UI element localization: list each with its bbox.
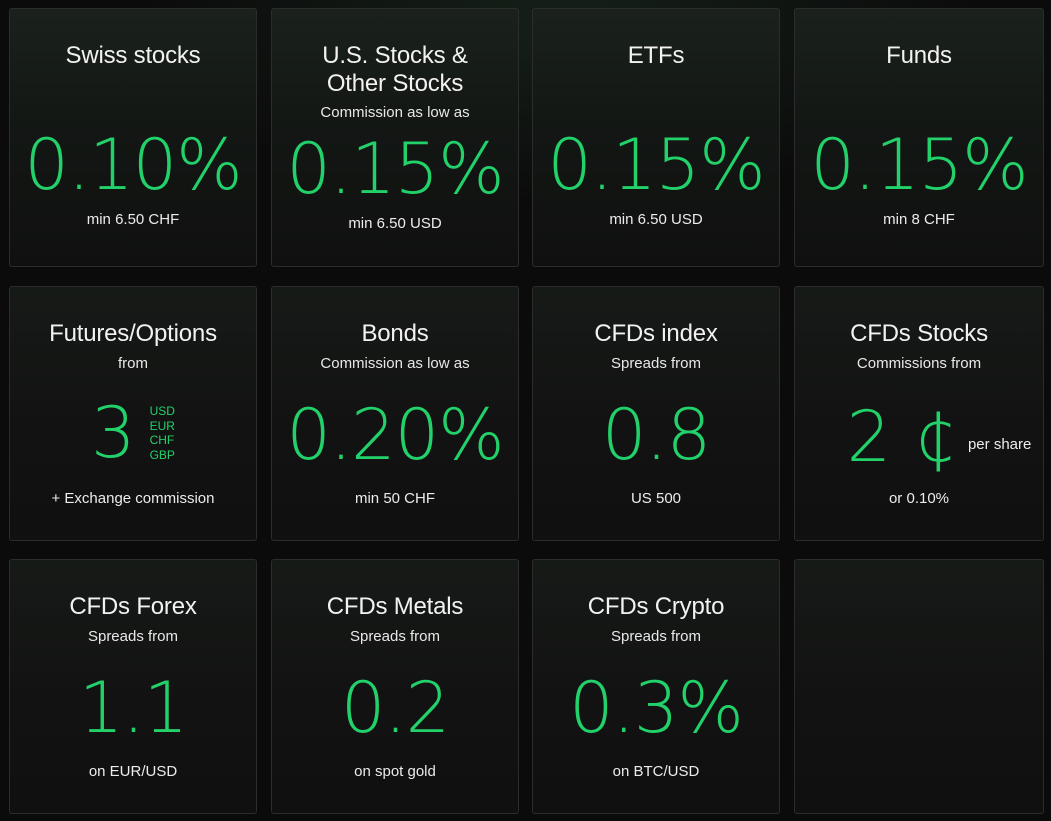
currency-gbp: GBP xyxy=(149,447,175,462)
card-title: CFDs Stocks xyxy=(850,320,988,347)
card-value: 2 ¢ xyxy=(846,396,958,478)
card-value: 0.20% xyxy=(286,394,504,476)
card-title: CFDs index xyxy=(594,320,718,347)
card-footnote: on EUR/USD xyxy=(88,763,178,780)
cfd-stocks-value-row: 2 ¢ per share xyxy=(795,397,1043,477)
card-cfds-metals: CFDs Metals Spreads from 0.2 on spot gol… xyxy=(271,559,519,814)
card-title: Futures/Options xyxy=(49,320,217,347)
card-cfds-index: CFDs index Spreads from 0.8 US 500 xyxy=(532,286,780,541)
card-cfds-stocks: CFDs Stocks Commissions from 2 ¢ per sha… xyxy=(794,286,1044,541)
card-value: 0.8 xyxy=(601,394,711,476)
card-value: 0.15% xyxy=(286,128,504,210)
card-empty xyxy=(794,559,1044,814)
card-value: 0.3% xyxy=(569,667,744,749)
card-subtitle: Spreads from xyxy=(349,628,441,645)
card-value: 0.10% xyxy=(24,124,242,206)
card-title: Funds xyxy=(886,42,952,69)
card-title: ETFs xyxy=(627,42,685,69)
card-footnote: + Exchange commission xyxy=(51,490,215,507)
card-subtitle: from xyxy=(118,355,148,372)
card-subtitle: Spreads from xyxy=(610,355,702,372)
currency-usd: USD xyxy=(149,404,175,418)
card-title: Swiss stocks xyxy=(65,42,201,69)
card-subtitle: Commissions from xyxy=(856,355,982,372)
card-footnote: min 6.50 CHF xyxy=(86,211,180,228)
card-value: 0.15% xyxy=(810,124,1028,206)
card-footnote: on BTC/USD xyxy=(612,763,700,780)
card-footnote: min 6.50 USD xyxy=(348,215,442,232)
card-value: 0.2 xyxy=(340,667,450,749)
card-value: 0.15% xyxy=(547,124,765,206)
card-subtitle: Spreads from xyxy=(610,628,702,645)
card-value: 3 xyxy=(91,392,136,474)
currency-eur: EUR xyxy=(149,418,175,433)
card-title: Bonds xyxy=(361,320,429,347)
futures-value-row: 3 USD EUR CHF GBP xyxy=(10,392,256,474)
card-title: CFDs Metals xyxy=(326,593,464,620)
card-etfs: ETFs 0.15% min 6.50 USD xyxy=(532,8,780,267)
card-subtitle: Commission as low as xyxy=(320,355,470,372)
card-value: 1.1 xyxy=(78,667,188,749)
card-footnote: min 6.50 USD xyxy=(609,211,703,228)
card-footnote: or 0.10% xyxy=(888,490,950,507)
card-futures-options: Futures/Options from 3 USD EUR CHF GBP +… xyxy=(9,286,257,541)
card-subtitle: Commission as low as xyxy=(320,104,470,121)
card-funds: Funds 0.15% min 8 CHF xyxy=(794,8,1044,267)
currency-chf: CHF xyxy=(149,433,175,447)
card-subtitle: Spreads from xyxy=(87,628,179,645)
card-unit: per share xyxy=(967,436,1032,453)
card-footnote: min 50 CHF xyxy=(354,490,436,507)
card-title: CFDs Crypto xyxy=(587,593,725,620)
card-footnote: on spot gold xyxy=(354,763,436,780)
card-footnote: US 500 xyxy=(630,490,682,507)
card-title: U.S. Stocks & Other Stocks xyxy=(322,42,468,97)
card-footnote: min 8 CHF xyxy=(883,211,955,228)
card-cfds-forex: CFDs Forex Spreads from 1.1 on EUR/USD xyxy=(9,559,257,814)
card-swiss-stocks: Swiss stocks 0.10% min 6.50 CHF xyxy=(9,8,257,267)
currency-list: USD EUR CHF GBP xyxy=(150,404,175,462)
card-us-stocks: U.S. Stocks & Other Stocks Commission as… xyxy=(271,8,519,267)
card-bonds: Bonds Commission as low as 0.20% min 50 … xyxy=(271,286,519,541)
card-title: CFDs Forex xyxy=(69,593,197,620)
card-cfds-crypto: CFDs Crypto Spreads from 0.3% on BTC/USD xyxy=(532,559,780,814)
